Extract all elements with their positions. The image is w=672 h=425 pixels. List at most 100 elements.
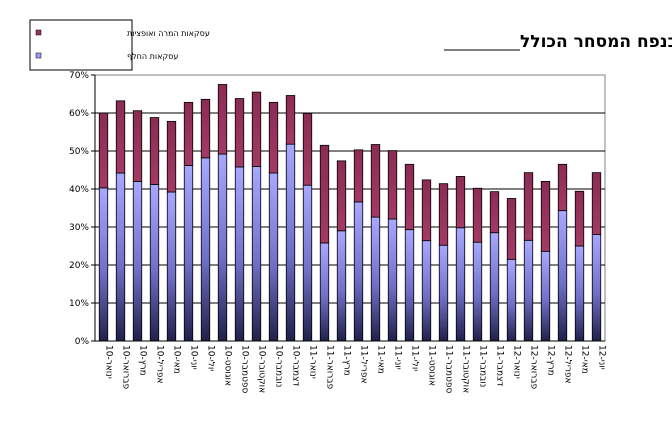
x-tick-label: מרץ-11: [342, 345, 352, 376]
bar-swap: [438, 244, 449, 342]
x-tick-label: פברואר-10: [121, 345, 131, 390]
bar-conversion: [319, 144, 330, 244]
y-tick-label: 0%: [75, 337, 90, 347]
x-tick-label: יוני-12: [597, 345, 607, 370]
bar-conversion: [489, 191, 500, 234]
legend-label-conversion: עסקאות המרה ואופציות: [127, 29, 210, 38]
x-tick-label: אוגוסט-11: [427, 345, 437, 386]
gridlines: [95, 112, 605, 304]
chart-title: תרשים 5 : חלקם של תושבי חוץ בנפח המסחר ה…: [520, 32, 672, 52]
x-tick-label: אפריל-10: [155, 345, 165, 384]
x-tick-label: ינואר-10: [104, 345, 114, 379]
x-tick-label: מאי-11: [376, 345, 386, 374]
x-tick-label: יולי-11: [410, 345, 420, 371]
x-tick-label: אוקטובר-10: [257, 345, 267, 393]
bar-swap: [268, 172, 279, 342]
bar-swap: [166, 191, 177, 342]
bar-swap: [557, 210, 568, 342]
bar-conversion: [183, 101, 194, 166]
bar-swap: [234, 166, 245, 342]
bar-conversion: [149, 117, 160, 185]
bar-conversion: [438, 183, 449, 246]
y-tick-label: 30%: [69, 223, 89, 233]
bar-conversion: [302, 112, 313, 186]
legend: עסקאות המרה ואופציות עסקאות החלף: [29, 19, 210, 71]
bar-swap: [200, 157, 211, 342]
legend-label-swap: עסקאות החלף: [127, 52, 178, 61]
bar-swap: [149, 184, 160, 342]
bar-swap: [455, 227, 466, 342]
bar-conversion: [523, 172, 534, 241]
bar-swap: [302, 184, 313, 342]
x-tick-label: דצמבר-11: [495, 345, 505, 386]
x-tick-label: אפריל-12: [563, 345, 573, 384]
bar-conversion: [285, 95, 296, 145]
y-axis: 0% 10% 20% 30% 40% 50% 60% 70%: [69, 71, 96, 347]
x-tick-label: ינואר-11: [308, 345, 318, 379]
x-tick-label: אוגוסט-10: [223, 345, 233, 386]
x-tick-label: ספטמבר-11: [444, 345, 454, 394]
bar-conversion: [472, 187, 483, 243]
bar-swap: [217, 153, 228, 342]
x-tick-label: פברואר-11: [325, 345, 335, 390]
bar-conversion: [506, 198, 517, 260]
bar-swap: [336, 230, 347, 342]
bar-conversion: [404, 163, 415, 231]
legend-swatch-conversion: [35, 29, 42, 36]
bar-conversion: [591, 172, 602, 236]
bar-conversion: [268, 101, 279, 174]
bars: [98, 84, 602, 342]
y-tick-label: 40%: [69, 185, 89, 195]
bar-swap: [489, 232, 500, 342]
bar-swap: [591, 234, 602, 342]
bar-swap: [523, 239, 534, 342]
x-tick-label: אוקטובר-11: [461, 345, 471, 393]
x-tick-label: יולי-10: [206, 345, 216, 371]
bar-conversion: [132, 110, 143, 182]
bar-swap: [421, 240, 432, 342]
bar-conversion: [336, 160, 347, 232]
x-tick-label: מרץ-10: [138, 345, 148, 376]
x-tick-label: דצמבר-10: [291, 345, 301, 386]
x-tick-label: מאי-10: [172, 345, 182, 374]
x-tick-label: פברואר-12: [529, 345, 539, 390]
bar-swap: [285, 143, 296, 342]
bar-conversion: [234, 98, 245, 168]
bar-swap: [370, 216, 381, 342]
bar-conversion: [455, 176, 466, 229]
bar-swap: [183, 165, 194, 342]
bar-conversion: [540, 180, 551, 252]
x-tick-label: מרץ-12: [546, 345, 556, 376]
legend-swatch-swap: [35, 52, 42, 59]
bar-conversion: [251, 91, 262, 167]
x-tick-label: אפריל-11: [359, 345, 369, 384]
bar-swap: [353, 201, 364, 342]
bar-conversion: [353, 149, 364, 203]
x-tick-label: מאי-12: [580, 345, 590, 374]
bar-swap: [132, 180, 143, 342]
x-tick-label: ספטמבר-10: [240, 345, 250, 394]
bar-conversion: [574, 190, 585, 247]
y-tick-label: 20%: [69, 261, 89, 271]
x-tick-label: יוני-10: [189, 345, 199, 370]
y-tick-label: 50%: [69, 147, 89, 157]
x-tick-label: נובמבר-10: [274, 345, 284, 387]
bar-swap: [387, 218, 398, 342]
bar-conversion: [557, 163, 568, 212]
bar-swap: [251, 166, 262, 342]
bar-conversion: [166, 120, 177, 193]
bar-swap: [506, 258, 517, 342]
bar-conversion: [387, 150, 398, 220]
y-tick-label: 70%: [69, 71, 89, 81]
plot-area: 0% 10% 20% 30% 40% 50% 60% 70% ינואר-10 פברואר-1…: [69, 71, 607, 394]
y-tick-label: 60%: [69, 109, 89, 119]
legend-box: [29, 19, 133, 71]
bar-conversion: [370, 144, 381, 218]
x-axis: ינואר-10 פברואר-10 מרץ-10 אפריל-10 מאי-10 יונ…: [95, 340, 607, 394]
x-tick-label: נובמבר-11: [478, 345, 488, 387]
bar-conversion: [200, 98, 211, 159]
bar-conversion: [421, 179, 432, 242]
bar-swap: [115, 172, 126, 342]
x-tick-label: יוני-11: [393, 345, 403, 370]
